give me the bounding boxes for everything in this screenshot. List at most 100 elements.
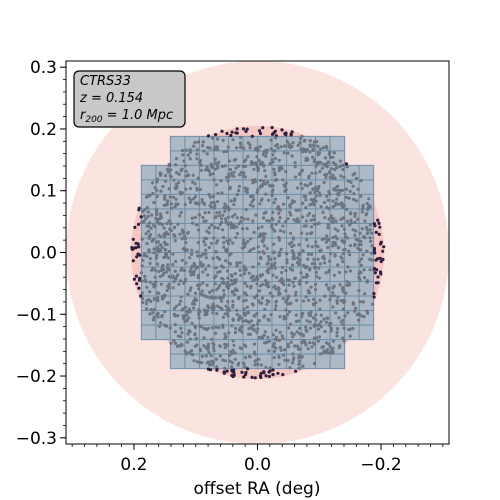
point-covered — [207, 193, 211, 197]
point-covered — [270, 216, 274, 220]
point-covered — [293, 165, 297, 169]
point-covered — [266, 255, 271, 259]
point-covered — [171, 252, 175, 256]
y-tick-label: 0.1 — [30, 182, 57, 202]
point-covered — [168, 227, 172, 231]
point-covered — [336, 295, 340, 299]
point-covered — [312, 336, 316, 340]
point-covered — [268, 257, 273, 261]
point-covered — [208, 363, 212, 367]
point-covered — [152, 251, 156, 255]
point-covered — [341, 167, 345, 172]
point-covered — [250, 160, 254, 164]
point-covered — [292, 243, 296, 247]
point-covered — [148, 233, 153, 237]
point-covered — [188, 256, 192, 260]
point-covered — [175, 171, 179, 175]
point-covered — [357, 318, 361, 322]
point-covered — [276, 146, 280, 150]
point-covered — [347, 249, 351, 253]
point-covered — [156, 250, 161, 254]
tile-187 — [329, 266, 346, 283]
point-covered — [232, 170, 236, 174]
point-covered — [155, 240, 159, 244]
point-covered — [259, 198, 263, 202]
point-covered — [313, 288, 318, 292]
point-covered — [313, 266, 317, 270]
plot-area — [66, 61, 449, 444]
point-covered — [170, 206, 174, 210]
point-covered — [308, 326, 313, 330]
point-covered — [214, 331, 218, 335]
point-covered — [328, 150, 332, 154]
point-covered — [279, 247, 283, 251]
point-covered — [184, 261, 188, 265]
point-covered — [172, 339, 176, 343]
point-covered — [357, 243, 361, 247]
point-target — [232, 373, 236, 377]
point-target — [245, 127, 249, 131]
point-covered — [247, 354, 252, 359]
point-covered — [245, 284, 249, 288]
point-covered — [280, 271, 284, 275]
point-covered — [289, 340, 293, 344]
point-covered — [143, 208, 147, 212]
point-covered — [359, 239, 363, 243]
point-covered — [182, 159, 186, 163]
point-covered — [292, 218, 296, 222]
point-covered — [163, 179, 168, 183]
point-target — [276, 371, 280, 375]
point-covered — [231, 241, 235, 245]
point-covered — [340, 188, 345, 192]
point-target — [376, 218, 380, 222]
point-covered — [228, 167, 232, 172]
point-covered — [152, 315, 156, 319]
point-covered — [210, 223, 214, 227]
point-covered — [231, 339, 235, 343]
point-covered — [197, 312, 201, 317]
point-covered — [317, 191, 321, 195]
point-covered — [237, 222, 241, 226]
point-covered — [257, 335, 262, 340]
point-covered — [277, 362, 281, 367]
point-covered — [213, 167, 217, 171]
point-covered — [237, 318, 241, 322]
point-covered — [325, 205, 329, 209]
point-covered — [308, 320, 312, 324]
point-covered — [212, 178, 216, 182]
point-covered — [265, 269, 269, 273]
point-covered — [208, 195, 212, 199]
point-covered — [203, 308, 207, 312]
point-covered — [300, 315, 304, 319]
point-covered — [235, 193, 239, 197]
point-target — [136, 242, 140, 246]
point-covered — [278, 315, 282, 319]
point-covered — [353, 211, 357, 215]
point-covered — [278, 253, 282, 257]
point-covered — [244, 355, 248, 360]
point-covered — [233, 330, 238, 335]
point-covered — [225, 269, 230, 273]
point-target — [377, 232, 381, 236]
point-covered — [324, 320, 328, 324]
point-covered — [196, 265, 200, 269]
point-target — [381, 257, 385, 262]
point-covered — [183, 164, 187, 168]
info-box-frame — [73, 70, 186, 128]
y-tick-label: −0.2 — [16, 367, 57, 387]
point-covered — [273, 156, 277, 161]
point-covered — [326, 245, 330, 250]
point-covered — [316, 144, 320, 148]
point-covered — [146, 214, 150, 219]
point-covered — [332, 294, 336, 298]
point-covered — [311, 316, 316, 320]
point-covered — [220, 307, 224, 311]
point-covered — [287, 242, 292, 246]
point-covered — [209, 354, 213, 358]
point-covered — [258, 161, 262, 165]
point-covered — [158, 274, 162, 279]
point-covered — [192, 306, 196, 310]
points — [130, 125, 386, 380]
point-covered — [255, 275, 259, 279]
point-target — [376, 281, 380, 285]
